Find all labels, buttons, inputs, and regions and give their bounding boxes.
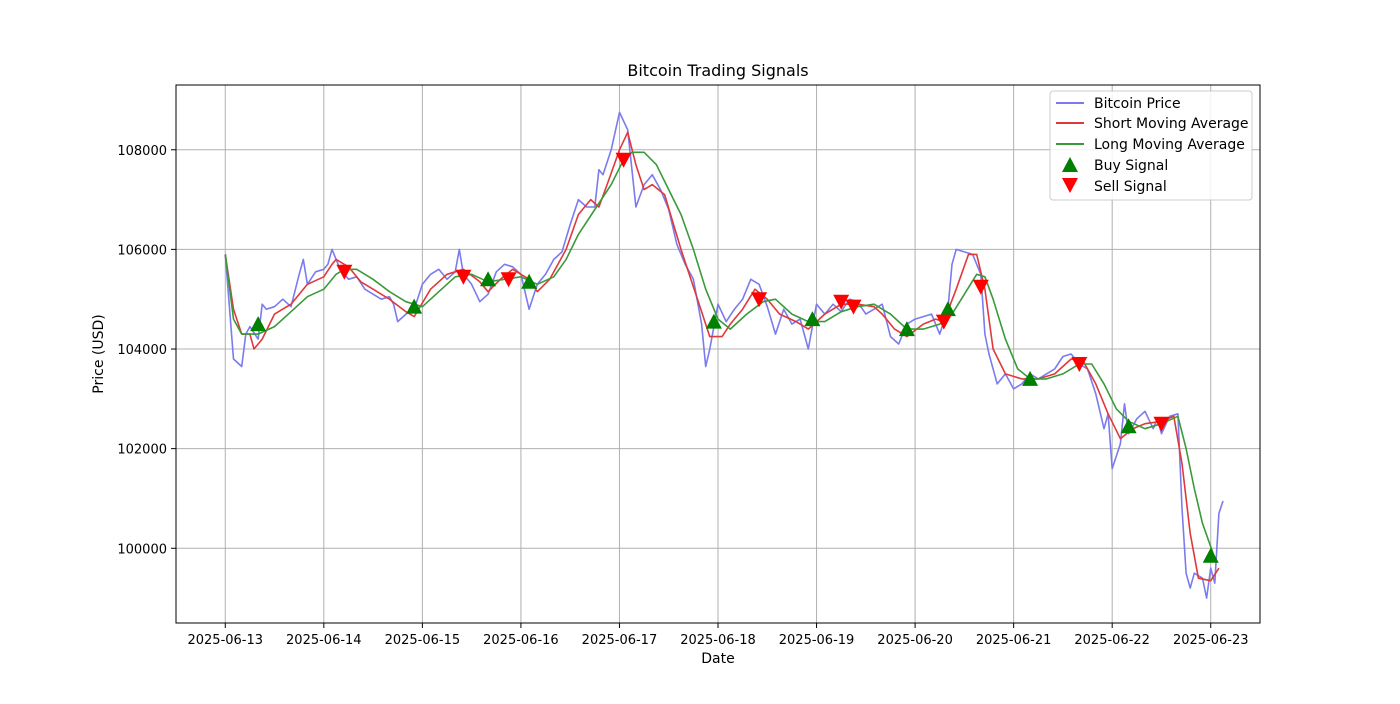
- legend-short-label: Short Moving Average: [1094, 116, 1249, 132]
- grid: [176, 85, 1260, 623]
- legend-sell-swatch: [1062, 178, 1078, 193]
- legend-sell-label: Sell Signal: [1094, 179, 1167, 195]
- x-tick-label: 2025-06-13: [187, 633, 263, 648]
- buy-signal-marker: [250, 316, 267, 332]
- x-tick-label: 2025-06-16: [483, 633, 559, 648]
- buy-signal-marker: [1022, 370, 1039, 386]
- sell-signal-marker: [500, 272, 517, 288]
- series-lines: [224, 111, 1224, 599]
- short-ma-line: [224, 131, 1220, 582]
- buy-signal-marker: [939, 301, 956, 317]
- price-line: [224, 111, 1224, 599]
- x-tick-label: 2025-06-19: [779, 633, 855, 648]
- sell-signal-marker: [751, 292, 768, 308]
- sell-signal-marker: [833, 294, 850, 310]
- y-tick-label: 100000: [117, 542, 167, 557]
- legend-buy-swatch: [1062, 157, 1078, 172]
- sell-signal-marker: [845, 299, 862, 315]
- sell-signal-marker: [1071, 356, 1088, 372]
- sell-signal-marker: [935, 314, 952, 330]
- buy-signal-marker: [705, 313, 722, 329]
- chart-title: Bitcoin Trading Signals: [627, 61, 808, 80]
- sell-signal-marker: [336, 264, 353, 280]
- buy-signal-marker: [1120, 418, 1137, 434]
- x-axis-ticks: 2025-06-13 2025-06-14 2025-06-15 2025-06-16…: [187, 623, 1249, 648]
- y-tick-label: 102000: [117, 443, 167, 458]
- sell-signal-marker: [1153, 416, 1170, 432]
- x-axis-label: Date: [701, 651, 734, 667]
- buy-signal-marker: [804, 311, 821, 327]
- buy-signal-marker: [521, 273, 538, 289]
- y-tick-label: 104000: [117, 343, 167, 358]
- buy-signal-marker: [898, 321, 915, 337]
- signal-markers: [250, 152, 1219, 563]
- legend-box: [1049, 90, 1253, 201]
- x-tick-label: 2025-06-21: [976, 633, 1052, 648]
- y-axis-label: Price (USD): [91, 314, 107, 393]
- buy-signal-marker: [480, 271, 497, 287]
- sell-signal-marker: [615, 152, 632, 168]
- x-tick-label: 2025-06-23: [1173, 633, 1249, 648]
- buy-signal-marker: [1202, 547, 1219, 563]
- legend-long-label: Long Moving Average: [1094, 137, 1245, 153]
- x-tick-label: 2025-06-14: [286, 633, 362, 648]
- y-axis-ticks: 100000 102000 104000 106000 108000: [117, 144, 176, 557]
- y-tick-label: 106000: [117, 243, 167, 258]
- long-ma-line: [224, 151, 1216, 559]
- x-tick-label: 2025-06-22: [1074, 633, 1150, 648]
- legend: Bitcoin Price Short Moving Average Long …: [1049, 90, 1253, 201]
- x-tick-label: 2025-06-17: [582, 633, 658, 648]
- legend-price-label: Bitcoin Price: [1094, 96, 1181, 112]
- legend-buy-label: Buy Signal: [1094, 158, 1168, 174]
- buy-signal-marker: [406, 298, 423, 314]
- sell-signal-marker: [455, 269, 472, 285]
- y-tick-label: 108000: [117, 144, 167, 159]
- sell-signal-marker: [972, 279, 989, 295]
- x-tick-label: 2025-06-20: [877, 633, 953, 648]
- x-tick-label: 2025-06-18: [680, 633, 756, 648]
- x-tick-label: 2025-06-15: [385, 633, 461, 648]
